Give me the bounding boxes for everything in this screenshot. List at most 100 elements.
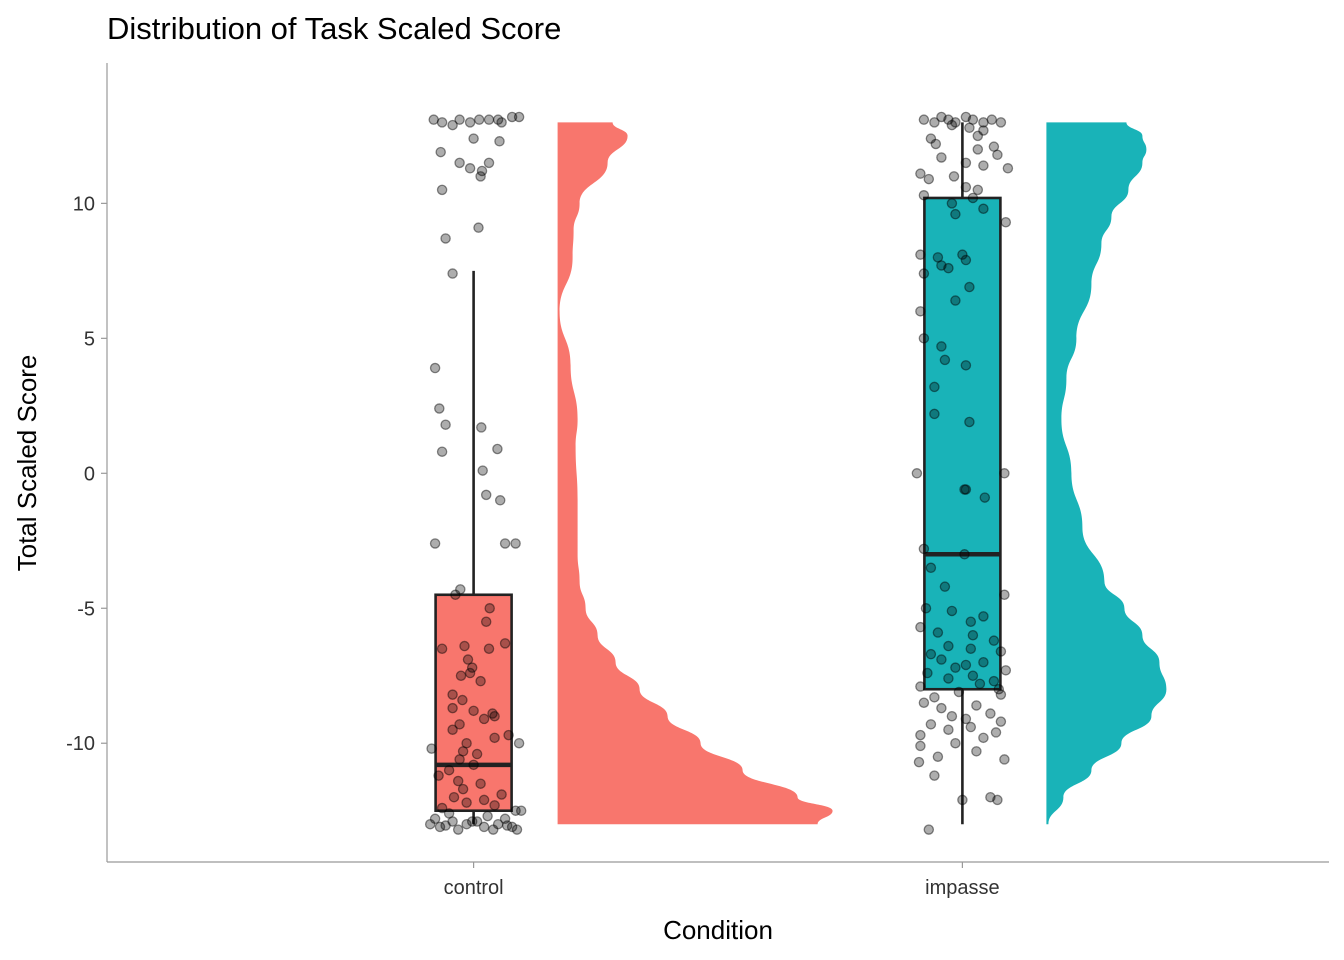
data-point-impasse xyxy=(995,716,1007,727)
data-point-control xyxy=(483,157,495,169)
data-point-impasse xyxy=(929,692,940,703)
data-point-control xyxy=(447,724,458,735)
data-point-control xyxy=(501,820,513,831)
data-point-control xyxy=(473,222,484,233)
data-point-control xyxy=(468,705,479,717)
data-point-control xyxy=(482,810,493,822)
data-point-impasse xyxy=(964,416,975,428)
data-point-impasse xyxy=(965,721,977,733)
data-point-impasse xyxy=(929,117,940,128)
data-point-control xyxy=(450,589,461,601)
data-point-control xyxy=(461,818,472,830)
data-point-impasse xyxy=(925,648,937,660)
data-point-impasse xyxy=(967,630,979,641)
chart-title: Distribution of Task Scaled Score xyxy=(107,11,561,46)
data-point-impasse xyxy=(930,138,942,150)
data-point-control xyxy=(436,117,448,128)
data-point-impasse xyxy=(950,208,961,220)
data-point-control xyxy=(489,800,500,811)
data-point-control xyxy=(487,708,498,719)
y-tick-label: 0 xyxy=(84,463,95,485)
data-point-impasse xyxy=(957,794,968,806)
data-point-control xyxy=(471,816,483,827)
data-point-impasse xyxy=(960,181,972,193)
data-point-impasse xyxy=(936,152,947,163)
data-point-control xyxy=(471,748,483,760)
data-point-impasse xyxy=(915,168,926,179)
data-point-control xyxy=(457,694,468,706)
data-point-impasse xyxy=(985,791,996,803)
data-point-impasse xyxy=(943,640,954,652)
data-point-impasse xyxy=(936,654,947,665)
data-point-control xyxy=(433,770,444,781)
data-point-impasse xyxy=(960,713,972,725)
data-point-control xyxy=(506,111,518,123)
data-point-control xyxy=(447,119,458,131)
data-point-impasse xyxy=(964,122,975,134)
data-point-control xyxy=(461,737,472,749)
data-point-control xyxy=(454,719,465,730)
data-point-control xyxy=(503,729,514,741)
data-point-impasse xyxy=(925,719,937,730)
data-point-impasse xyxy=(959,484,970,495)
data-point-control xyxy=(510,538,521,549)
data-point-impasse xyxy=(918,543,930,555)
data-point-impasse xyxy=(995,117,1007,128)
data-point-impasse xyxy=(915,729,926,741)
data-point-impasse xyxy=(939,581,951,592)
data-point-control xyxy=(480,616,492,628)
data-point-impasse xyxy=(950,662,961,673)
data-point-control xyxy=(464,163,476,174)
data-point-impasse xyxy=(974,678,986,690)
data-point-impasse xyxy=(995,689,1007,700)
data-point-impasse xyxy=(960,360,972,371)
data-point-impasse xyxy=(978,611,989,622)
data-point-control xyxy=(478,713,490,725)
data-point-impasse xyxy=(936,260,947,271)
data-point-control xyxy=(499,638,511,649)
data-point-impasse xyxy=(946,605,958,617)
data-point-impasse xyxy=(923,173,935,185)
boxplots xyxy=(434,122,1002,825)
data-point-impasse xyxy=(946,119,958,131)
x-axis-title: Condition xyxy=(663,915,773,945)
data-point-impasse xyxy=(950,295,961,306)
data-point-control xyxy=(436,446,448,457)
data-point-control xyxy=(454,754,465,765)
data-point-control xyxy=(447,816,458,827)
data-point-impasse xyxy=(967,114,979,125)
data-point-impasse xyxy=(960,659,972,671)
data-point-impasse xyxy=(932,751,944,762)
data-point-control xyxy=(440,419,451,430)
axis-ticks: -10 -5 0 5 10 control impasse xyxy=(66,193,1000,899)
data-point-control xyxy=(483,114,495,125)
data-point-impasse xyxy=(946,710,958,722)
data-point-impasse xyxy=(965,643,977,655)
data-point-control xyxy=(452,824,464,835)
data-point-control xyxy=(506,821,518,833)
data-point-impasse xyxy=(922,667,933,679)
data-point-impasse xyxy=(959,549,970,560)
data-point-impasse xyxy=(978,117,989,128)
data-point-impasse xyxy=(915,740,926,752)
data-point-impasse xyxy=(1000,665,1012,676)
data-point-impasse xyxy=(923,824,935,835)
box-impasse xyxy=(923,196,1002,691)
data-point-impasse xyxy=(936,111,947,123)
data-point-impasse xyxy=(943,262,954,274)
data-point-impasse xyxy=(960,157,972,169)
data-point-control xyxy=(480,489,492,501)
data-point-impasse xyxy=(960,254,972,266)
data-point-control xyxy=(492,114,504,125)
data-point-impasse xyxy=(990,727,1002,738)
data-point-impasse xyxy=(953,686,965,698)
data-point-control xyxy=(447,268,458,279)
data-point-control xyxy=(452,775,464,787)
data-point-control xyxy=(464,667,476,679)
data-point-impasse xyxy=(929,770,940,781)
data-point-impasse xyxy=(978,160,989,171)
data-point-control xyxy=(457,746,469,757)
data-point-impasse xyxy=(971,746,982,757)
data-point-control xyxy=(466,662,478,673)
data-point-control xyxy=(468,133,479,144)
